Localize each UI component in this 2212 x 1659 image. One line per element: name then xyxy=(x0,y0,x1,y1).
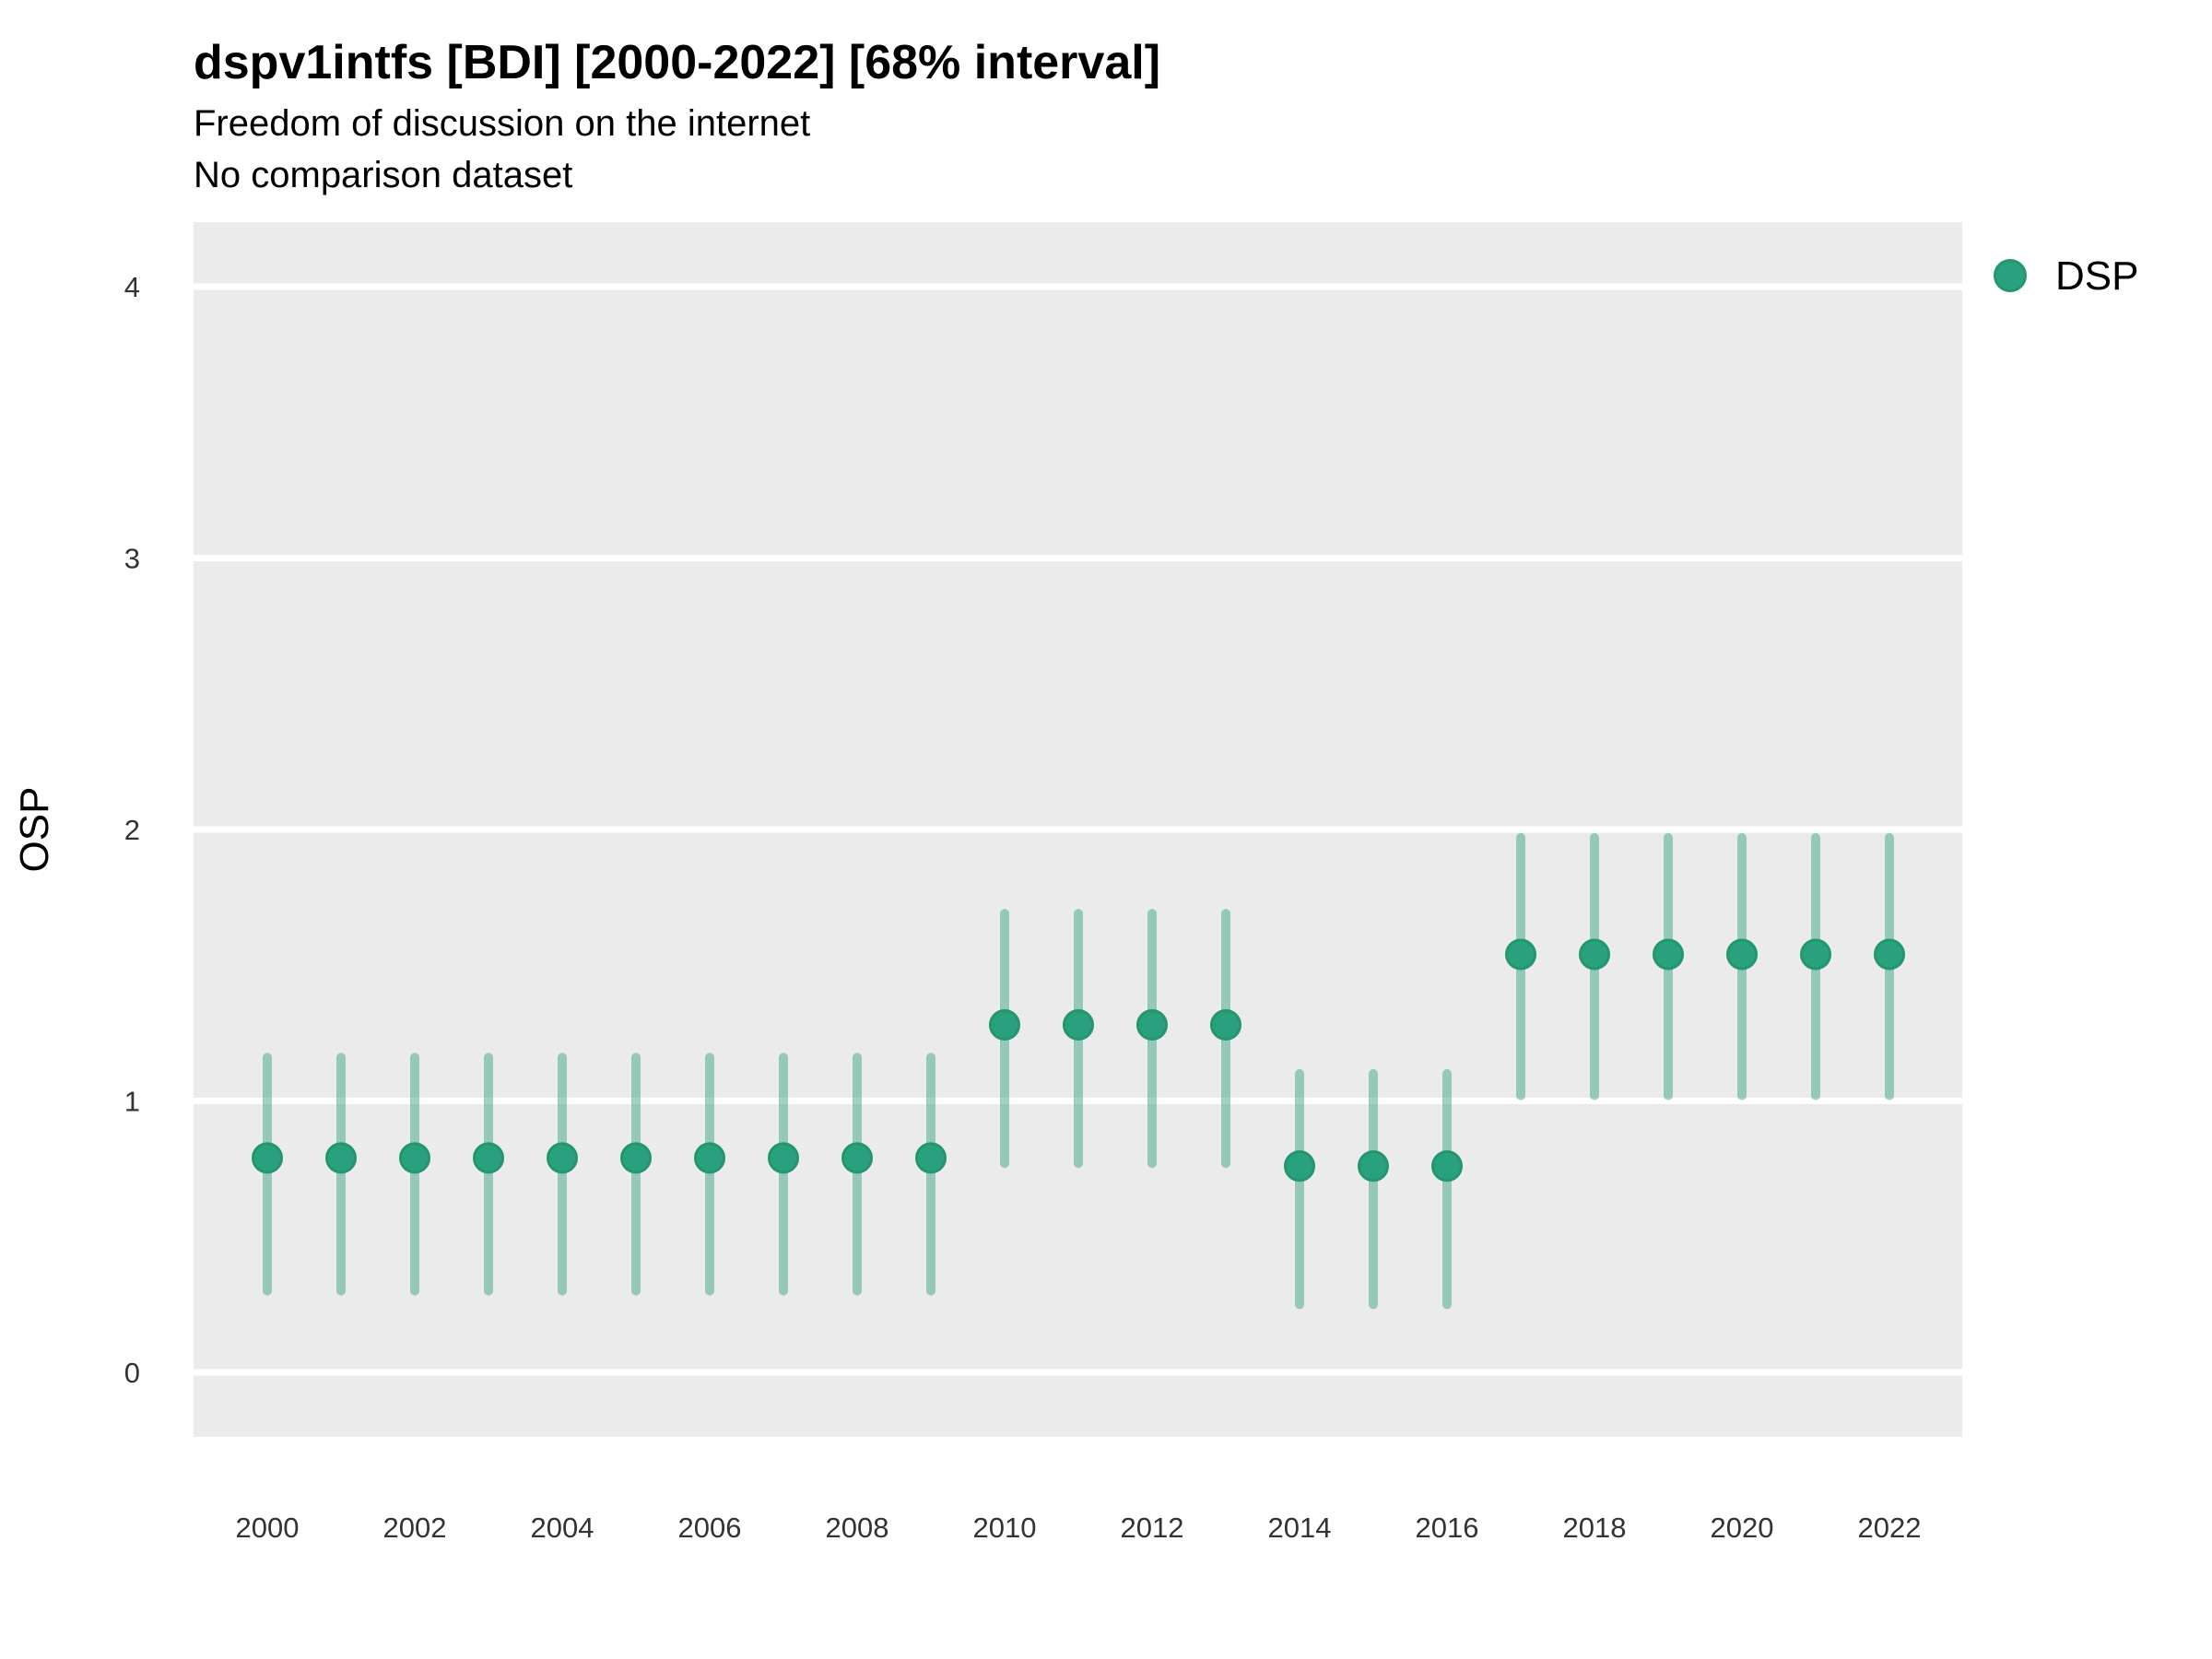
point-estimate-2014 xyxy=(1284,1150,1315,1182)
point-estimate-2006 xyxy=(694,1142,725,1174)
point-estimate-2022 xyxy=(1874,938,1905,971)
y-tick-label-0: 0 xyxy=(124,1357,140,1389)
x-tick-label-2014: 2014 xyxy=(1268,1512,1332,1544)
x-tick-label-2018: 2018 xyxy=(1563,1512,1627,1544)
point-estimate-2009 xyxy=(915,1142,947,1174)
point-estimate-2002 xyxy=(399,1142,430,1174)
point-estimate-2019 xyxy=(1653,938,1684,971)
point-estimate-2011 xyxy=(1063,1009,1094,1041)
x-tick-label-2022: 2022 xyxy=(1858,1512,1922,1544)
x-tick-label-2010: 2010 xyxy=(973,1512,1037,1544)
point-estimate-2016 xyxy=(1431,1150,1463,1182)
x-tick-label-2006: 2006 xyxy=(678,1512,742,1544)
x-tick-label-2020: 2020 xyxy=(1711,1512,1774,1544)
y-axis-title: OSP xyxy=(12,787,57,873)
point-estimate-2008 xyxy=(841,1142,873,1174)
point-estimate-2017 xyxy=(1505,938,1536,971)
legend-label: DSP xyxy=(2055,253,2138,299)
point-estimate-2012 xyxy=(1136,1009,1168,1041)
point-estimate-2004 xyxy=(547,1142,578,1174)
point-estimate-2000 xyxy=(252,1142,283,1174)
x-tick-label-2002: 2002 xyxy=(383,1512,447,1544)
x-tick-label-2004: 2004 xyxy=(531,1512,594,1544)
x-tick-label-2016: 2016 xyxy=(1416,1512,1479,1544)
chart-title: dspv1intfs [BDI] [2000-2022] [68% interv… xyxy=(194,36,1161,89)
y-tick-label-3: 3 xyxy=(124,543,140,575)
x-tick-label-2000: 2000 xyxy=(236,1512,300,1544)
point-estimate-2007 xyxy=(768,1142,799,1174)
point-estimate-2013 xyxy=(1210,1009,1241,1041)
point-estimate-2020 xyxy=(1726,938,1758,971)
point-estimate-2010 xyxy=(989,1009,1020,1041)
chart-subtitle: Freedom of discussion on the internet xyxy=(194,103,811,144)
y-tick-label-1: 1 xyxy=(124,1086,140,1118)
legend-dot xyxy=(1994,259,2027,292)
point-estimate-2001 xyxy=(325,1142,357,1174)
point-estimate-2003 xyxy=(473,1142,504,1174)
y-tick-label-4: 4 xyxy=(124,271,140,303)
x-tick-label-2012: 2012 xyxy=(1121,1512,1184,1544)
point-estimate-2018 xyxy=(1579,938,1610,971)
point-estimate-2015 xyxy=(1358,1150,1389,1182)
x-tick-label-2008: 2008 xyxy=(826,1512,889,1544)
point-estimate-2021 xyxy=(1800,938,1831,971)
comparison-note: No comparison dataset xyxy=(194,155,573,195)
point-estimate-2005 xyxy=(620,1142,652,1174)
y-tick-label-2: 2 xyxy=(124,814,140,846)
